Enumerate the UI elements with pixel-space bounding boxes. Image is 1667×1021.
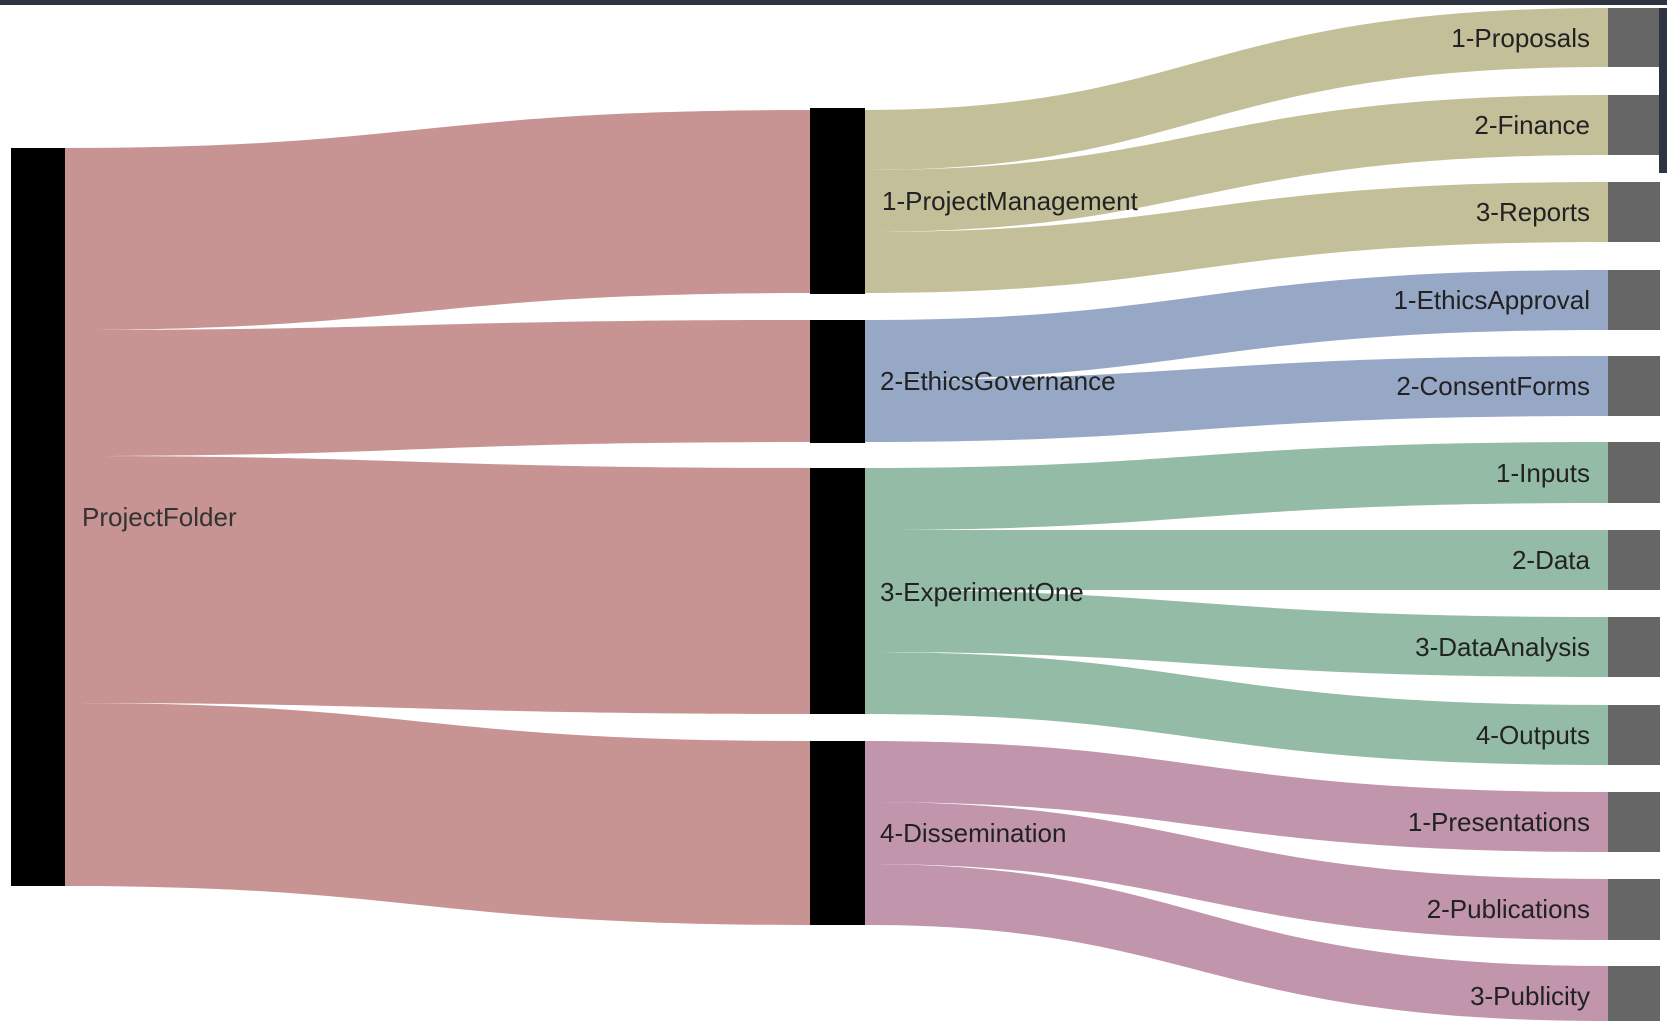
label-consentforms: 2-ConsentForms — [1396, 371, 1590, 401]
label-publications: 2-Publications — [1427, 894, 1590, 924]
link-projectmanagement-finance — [864, 95, 1608, 232]
link-ethicsgovernance-consentforms — [864, 356, 1608, 442]
labels: ProjectFolder 1-ProjectManagement 2-Ethi… — [82, 23, 1591, 1011]
label-data: 2-Data — [1512, 545, 1591, 575]
link-root-dissemination — [64, 703, 810, 925]
window-top-bar — [0, 0, 1667, 5]
link-experimentone-outputs — [864, 652, 1608, 765]
label-dissemination: 4-Dissemination — [880, 818, 1066, 848]
label-presentations: 1-Presentations — [1408, 807, 1590, 837]
link-experimentone-data — [864, 530, 1608, 590]
group-links — [864, 8, 1608, 1021]
label-projectfolder: ProjectFolder — [82, 502, 237, 532]
link-ethicsgovernance-ethicsapproval — [864, 270, 1608, 380]
label-finance: 2-Finance — [1474, 110, 1590, 140]
node-projectfolder — [11, 148, 65, 886]
link-root-projectmanagement — [64, 110, 810, 330]
label-ethicsgovernance: 2-EthicsGovernance — [880, 366, 1116, 396]
node-projectmanagement — [810, 108, 865, 294]
link-root-ethicsgovernance — [64, 320, 810, 456]
leaf-node-publications — [1608, 879, 1660, 940]
leaf-node-proposals — [1608, 8, 1660, 67]
label-publicity: 3-Publicity — [1470, 981, 1590, 1011]
right-edge-bar — [1659, 8, 1667, 173]
node-experimentone — [810, 468, 865, 714]
label-proposals: 1-Proposals — [1451, 23, 1590, 53]
leaf-node-dataanalysis — [1608, 617, 1660, 677]
leaf-node-outputs — [1608, 705, 1660, 765]
label-inputs: 1-Inputs — [1496, 458, 1590, 488]
node-dissemination — [810, 741, 865, 925]
nodes — [11, 8, 1667, 1021]
link-dissemination-publications — [864, 802, 1608, 940]
leaf-node-data — [1608, 530, 1660, 590]
link-projectmanagement-reports — [864, 182, 1608, 293]
link-dissemination-publicity — [864, 864, 1608, 1021]
label-projectmanagement: 1-ProjectManagement — [882, 186, 1139, 216]
link-experimentone-inputs — [864, 442, 1608, 530]
label-outputs: 4-Outputs — [1476, 720, 1590, 750]
link-dissemination-presentations — [864, 741, 1608, 852]
link-root-experimentone — [64, 456, 810, 714]
leaf-node-consentforms — [1608, 356, 1660, 416]
label-ethicsapproval: 1-EthicsApproval — [1393, 285, 1590, 315]
leaf-node-presentations — [1608, 792, 1660, 852]
leaf-node-finance — [1608, 95, 1660, 155]
node-ethicsgovernance — [810, 320, 865, 443]
leaf-node-inputs — [1608, 442, 1660, 503]
link-projectmanagement-proposals — [864, 8, 1608, 170]
label-experimentone: 3-ExperimentOne — [880, 577, 1084, 607]
link-experimentone-dataanalysis — [864, 590, 1608, 677]
label-reports: 3-Reports — [1476, 197, 1590, 227]
root-links — [64, 110, 810, 925]
leaf-node-reports — [1608, 182, 1660, 242]
leaf-node-publicity — [1608, 966, 1660, 1021]
leaf-node-ethicsapproval — [1608, 270, 1660, 330]
label-dataanalysis: 3-DataAnalysis — [1415, 632, 1590, 662]
